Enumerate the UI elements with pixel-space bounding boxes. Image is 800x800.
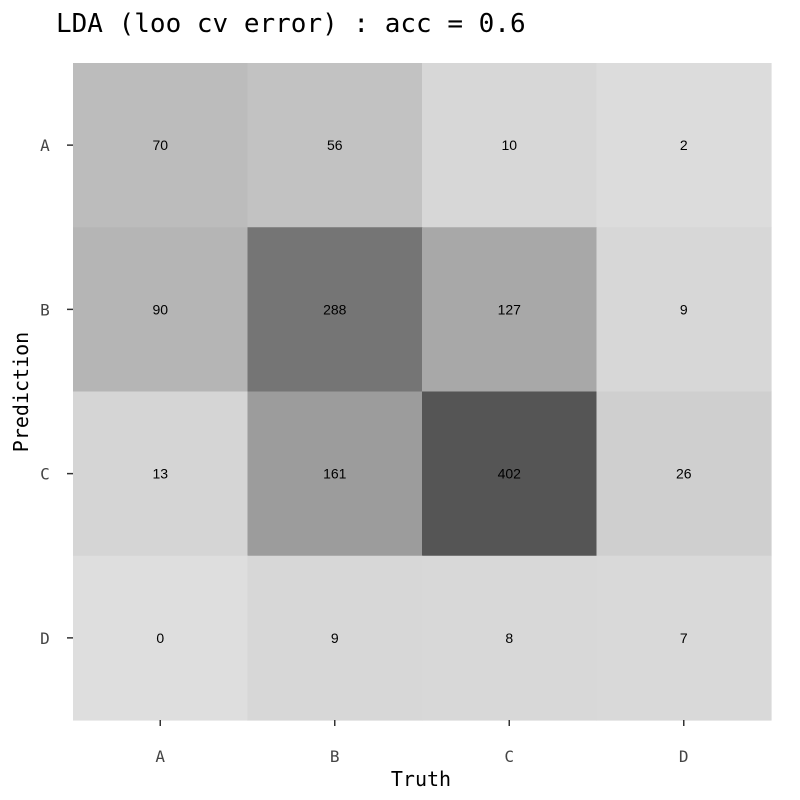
heatmap-cell-a-d	[596, 63, 772, 228]
cell-value-label: 13	[152, 466, 168, 482]
x-tick-label: C	[504, 747, 514, 766]
heatmap-cell-b-b	[247, 227, 423, 393]
x-axis-title: Truth	[391, 767, 451, 791]
cell-value-label: 9	[331, 630, 339, 646]
heatmap-cell-d-b	[247, 555, 423, 721]
cell-value-label: 0	[156, 630, 164, 646]
cell-value-label: 56	[327, 137, 343, 153]
x-tick-label: D	[679, 747, 689, 766]
heatmap-cell-b-c	[422, 227, 598, 393]
x-axis-ticks: A B C D	[155, 720, 689, 766]
x-tick-label: B	[330, 747, 340, 766]
cell-value-label: 8	[505, 630, 513, 646]
cell-value-label: 10	[501, 137, 517, 153]
heatmap-cell-a-c	[422, 63, 598, 228]
cell-value-label: 402	[498, 466, 522, 482]
y-tick-label: B	[40, 300, 50, 319]
heatmap-cell-c-c	[422, 391, 598, 557]
cell-value-label: 90	[152, 301, 168, 317]
heatmap-cell-c-a	[73, 391, 249, 557]
cell-value-label: 26	[676, 466, 692, 482]
heatmap-cells	[73, 63, 772, 721]
cell-value-label: 2	[680, 137, 688, 153]
chart-title: LDA (loo cv error) : acc = 0.6	[56, 9, 526, 39]
heatmap-cell-c-d	[596, 391, 772, 557]
cell-value-label: 288	[323, 301, 347, 317]
heatmap-cell-d-c	[422, 555, 598, 721]
cell-value-label: 70	[152, 137, 168, 153]
heatmap-cell-d-a	[73, 555, 249, 721]
cell-value-label: 7	[680, 630, 688, 646]
y-axis-ticks: A B C D	[40, 136, 73, 648]
y-tick-label: D	[40, 629, 50, 648]
y-axis-title: Prediction	[9, 332, 33, 452]
heatmap-cell-d-d	[596, 555, 772, 721]
cell-value-label: 161	[323, 466, 347, 482]
cell-value-label: 127	[498, 301, 522, 317]
cell-value-label: 9	[680, 301, 688, 317]
x-tick-label: A	[155, 747, 165, 766]
heatmap-cell-a-a	[73, 63, 249, 228]
heatmap-cell-b-a	[73, 227, 249, 393]
heatmap-cell-a-b	[247, 63, 423, 228]
heatmap-cell-b-d	[596, 227, 772, 393]
heatmap-cell-c-b	[247, 391, 423, 557]
y-tick-label: C	[40, 465, 50, 484]
y-tick-label: A	[40, 136, 50, 155]
cell-labels: 70 56 10 2 90 288 127 9 13 161 402 26 0 9 8 7	[152, 137, 691, 646]
